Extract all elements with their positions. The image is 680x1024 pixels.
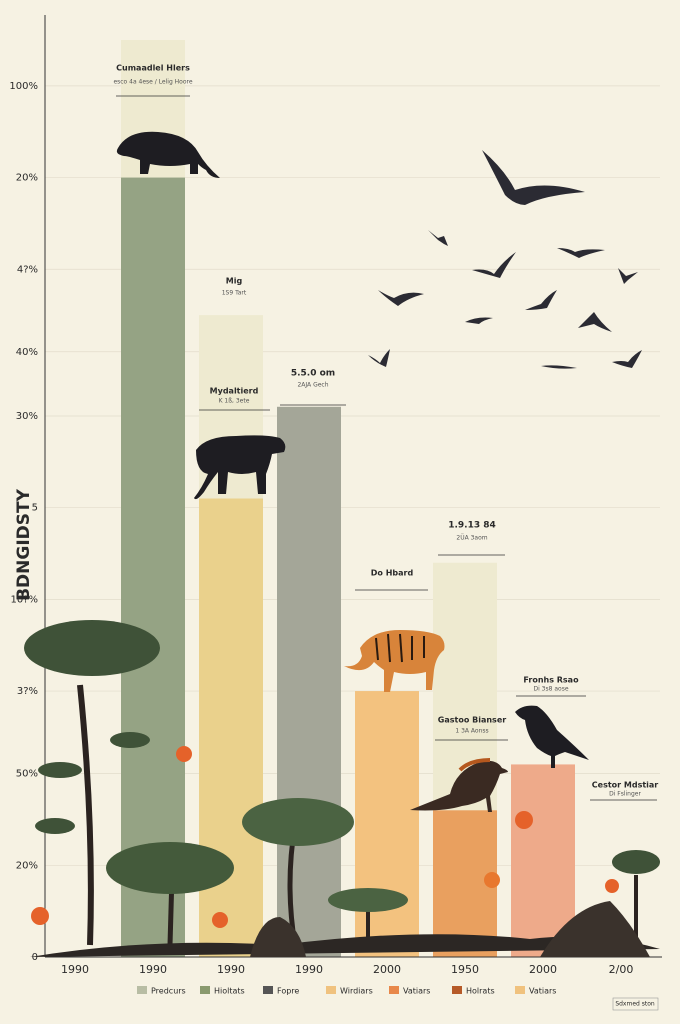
y-tick-label: 50% <box>16 769 38 780</box>
x-tick-label: 1990 <box>295 963 323 976</box>
y-tick-label: 3?% <box>17 686 38 697</box>
annotation-sub: K 1ß, 3ete <box>219 398 250 405</box>
legend: Predcurs Hioltats Fopre Wirdiars Vatiars Holr… <box>137 986 556 996</box>
annotation: Do Hbard <box>371 569 414 578</box>
bar <box>277 406 341 957</box>
x-tick-label: 1990 <box>61 963 89 976</box>
x-tick-label: 1990 <box>139 963 167 976</box>
legend-swatch <box>515 986 525 994</box>
legend-swatch <box>263 986 273 994</box>
annotation-sub: 1 3A Aonss <box>455 728 488 735</box>
legend-swatch <box>137 986 147 994</box>
annotation: Mig <box>226 277 243 286</box>
annotation: Cestor Mdstiar <box>592 781 659 790</box>
y-tick-label: 40% <box>16 347 38 358</box>
trees <box>24 620 660 957</box>
x-tick-label: 1990 <box>217 963 245 976</box>
y-tick-label: 4?% <box>17 264 38 275</box>
tiger <box>344 630 445 692</box>
legend-label: Vatiars <box>529 987 556 996</box>
y-tick-label: 0 <box>32 952 38 963</box>
annotation-sub: 2AJA Gech <box>297 382 328 389</box>
legend-label: Vatiars <box>403 987 430 996</box>
birds <box>368 150 642 369</box>
annotation-sub: Di Fslinger <box>609 791 641 798</box>
legend-swatch <box>326 986 336 994</box>
annotation: 5.5.0 om <box>291 369 335 379</box>
annotation-sub: esco 4a 4ese / Lelig Hoore <box>113 79 192 86</box>
legend-swatch <box>200 986 210 994</box>
annotation: 1.9.13 84 <box>448 521 496 531</box>
y-tick-label: 100% <box>9 81 38 92</box>
footer-box <box>612 997 659 1011</box>
y-axis-title: BDNGIDSTY <box>14 488 34 601</box>
legend-swatch <box>452 986 462 994</box>
annotation: Fronhs Rsao <box>523 676 579 685</box>
legend-label: Fopre <box>277 987 299 996</box>
x-tick-label: 2000 <box>373 963 401 976</box>
y-tick-label: 20% <box>16 173 38 184</box>
legend-label: Holrats <box>466 987 495 996</box>
annotations: Cumaadlel Hlers esco 4a 4ese / Lelig Hoo… <box>113 64 658 801</box>
bar <box>121 177 185 958</box>
annotation-sub: 2ÜA 3aom <box>456 535 487 542</box>
annotation-sub: 1S9 Tart <box>222 290 247 297</box>
legend-label: Predcurs <box>151 987 186 996</box>
bar <box>355 691 419 957</box>
legend-swatch <box>389 986 399 994</box>
y-tick-label: 5 <box>32 503 38 514</box>
animals <box>116 131 589 812</box>
y-tick-label: 10?% <box>10 594 38 605</box>
legend-label: Hioltats <box>214 987 245 996</box>
y-tick-label: 30% <box>16 411 38 422</box>
x-tick-label: 2/00 <box>609 963 634 976</box>
annotation-sub: Di 3s8 aose <box>533 686 568 693</box>
x-tick-label: 2000 <box>529 963 557 976</box>
x-tick-label: 1950 <box>451 963 479 976</box>
annotation: Gastoo Bianser <box>438 716 506 725</box>
annotation: Mydaltierd <box>210 387 259 396</box>
annotation: Cumaadlel Hlers <box>116 64 190 73</box>
bar <box>511 764 575 957</box>
legend-label: Wirdiars <box>340 987 373 996</box>
y-tick-label: 20% <box>16 860 38 871</box>
footer: Sdxmed ston <box>615 1001 655 1008</box>
